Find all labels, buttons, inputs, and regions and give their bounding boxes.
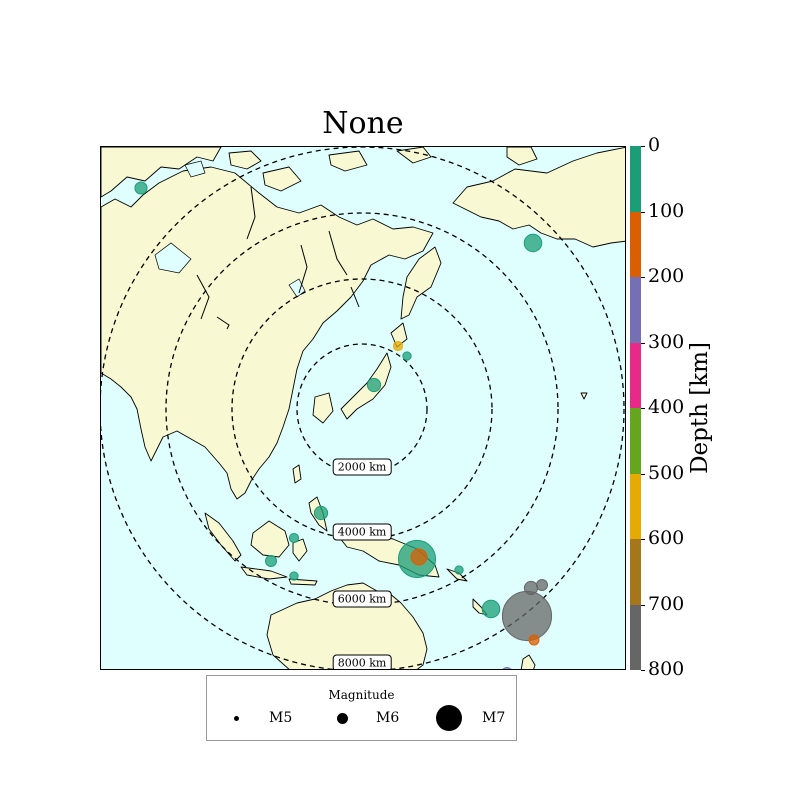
land-greenland (101, 147, 222, 198)
magnitude-legend: Magnitude M5 M6 M7 (206, 675, 517, 741)
land-arctic-island (506, 147, 538, 166)
earthquake-marker (289, 571, 299, 581)
earthquake-marker (523, 233, 543, 253)
colorbar-tick-mark (641, 473, 645, 475)
earthquake-marker (410, 548, 428, 566)
colorbar-segment (630, 146, 641, 212)
river (298, 244, 308, 294)
earthquake-marker (454, 565, 464, 575)
rivers (196, 186, 360, 330)
colorbar-segment (630, 277, 641, 343)
earthquake-marker (392, 340, 404, 352)
colorbar-tick-label: 700 (648, 592, 685, 615)
earthquake-marker (366, 377, 382, 393)
earthquake-marker (536, 579, 548, 591)
land-arctic-island (228, 150, 262, 170)
colorbar-segment (630, 539, 641, 605)
colorbar-tick-label: 400 (648, 396, 685, 418)
legend-marker-m5 (234, 716, 239, 721)
earthquake-marker (501, 590, 553, 642)
colorbar-tick-mark (641, 670, 645, 671)
earthquake-marker (481, 599, 501, 619)
land-kamchatka (400, 246, 442, 320)
legend-label-m7: M7 (482, 710, 506, 726)
land-sulawesi (292, 538, 308, 562)
map-frame[interactable]: 2000 km 4000 km 6000 km 8000 km (100, 146, 626, 670)
range-label-8000: 8000 km (332, 654, 392, 669)
colorbar-tick-mark (641, 408, 645, 409)
colorbar-tick-label: 600 (648, 527, 685, 549)
colorbar-segment (630, 342, 641, 408)
colorbar-tick-mark (641, 146, 645, 147)
land-java (240, 566, 288, 580)
lake (184, 160, 206, 178)
colorbar-tick-label: 500 (648, 461, 685, 484)
colorbar-tick-label: 100 (648, 199, 685, 222)
range-ring (231, 278, 493, 540)
land-small-island (580, 392, 588, 400)
legend-label-m5: M5 (269, 710, 293, 726)
range-label-4000: 4000 km (332, 523, 392, 541)
river (246, 186, 256, 240)
colorbar-tick-mark (641, 604, 645, 606)
land-arctic-island (396, 147, 432, 164)
map-canvas (101, 147, 625, 669)
colorbar-tick-mark (641, 342, 645, 344)
land-eurasia (101, 166, 434, 500)
range-ring (101, 147, 625, 669)
colorbar-segment (630, 473, 641, 539)
earthquake-marker (528, 634, 540, 646)
river (328, 230, 348, 276)
land-korea (312, 392, 334, 424)
lake (288, 278, 306, 298)
legend-title: Magnitude (328, 688, 395, 702)
land-japan-honshu (340, 352, 392, 420)
land-arctic-island (262, 166, 302, 192)
colorbar-segment (630, 211, 641, 277)
river (196, 274, 210, 320)
earthquake-marker (523, 580, 539, 596)
land-north-america (452, 147, 625, 248)
colorbar-segment (630, 408, 641, 474)
earthquake-marker (134, 181, 148, 195)
land-borneo (250, 520, 290, 558)
land-lesser-sunda (288, 578, 318, 586)
colorbar-tick-mark (641, 539, 645, 540)
colorbar-tick-label: 200 (648, 265, 685, 287)
colorbar-label: Depth [km] (687, 342, 713, 474)
earthquake-marker (313, 505, 329, 521)
colorbar-segment (630, 604, 641, 670)
legend-marker-m7 (436, 705, 462, 731)
colorbar-tick-mark (641, 211, 645, 213)
river (216, 316, 230, 330)
river (350, 286, 360, 308)
range-label-6000: 6000 km (332, 590, 392, 608)
legend-marker-m6 (337, 713, 348, 724)
colorbar-tick-label: 800 (648, 658, 685, 680)
land-arctic-island (328, 150, 368, 172)
land-sumatra (204, 512, 242, 562)
landmasses (101, 147, 625, 669)
lake (154, 242, 192, 274)
earthquake-marker (265, 555, 277, 567)
earthquake-markers (134, 181, 553, 669)
earthquake-marker (288, 532, 300, 544)
map-title: None (322, 106, 404, 141)
colorbar-tick-label: 300 (648, 330, 685, 353)
earthquake-marker (502, 667, 512, 669)
land-taiwan (292, 464, 302, 484)
depth-colorbar (630, 146, 641, 670)
land-new-zealand (520, 654, 536, 669)
inland-water (154, 160, 306, 298)
colorbar-tick-mark (641, 277, 645, 278)
colorbar-tick-label: 0 (648, 134, 661, 156)
range-label-2000: 2000 km (332, 458, 392, 476)
legend-label-m6: M6 (376, 710, 400, 726)
earthquake-marker (402, 351, 412, 361)
